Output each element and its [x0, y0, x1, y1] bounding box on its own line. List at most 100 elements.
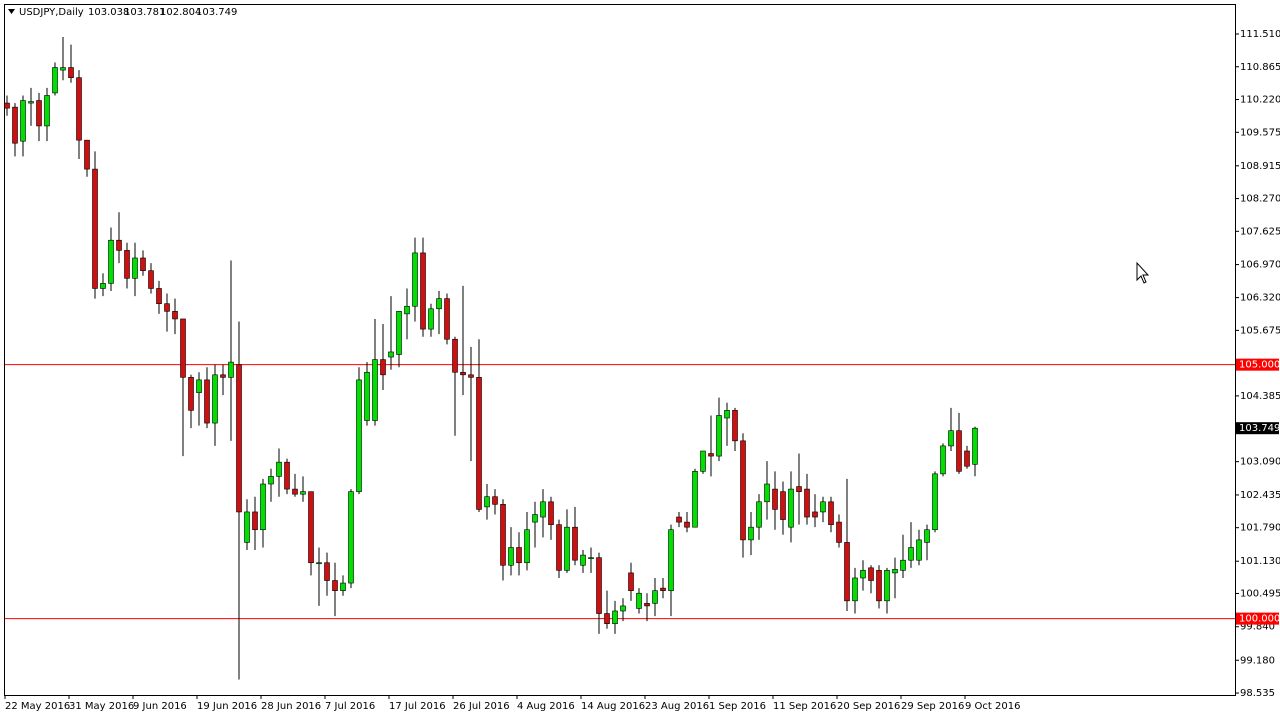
candle-body: [164, 303, 170, 312]
candle-body: [356, 379, 362, 492]
candle-body: [692, 471, 698, 528]
candle-body: [644, 603, 650, 607]
candle-body: [460, 371, 466, 376]
candle-body: [348, 491, 354, 584]
x-tick-label: 7 Jul 2016: [325, 701, 375, 712]
candle-body: [724, 410, 730, 419]
mouse-cursor: [1136, 261, 1150, 284]
candle-body: [900, 559, 906, 571]
candle-body: [244, 511, 250, 543]
candle-body: [564, 526, 570, 571]
y-tick-label: 110.865: [1240, 62, 1280, 73]
x-tick-label: 9 Jun 2016: [133, 701, 187, 712]
y-tick-label: 104.385: [1240, 391, 1280, 402]
candle-body: [68, 67, 74, 78]
high-value: 103.781: [124, 7, 165, 18]
candle-body: [676, 516, 682, 523]
candle-body: [468, 374, 474, 378]
y-tick-label: 106.320: [1240, 293, 1280, 304]
candle-body: [236, 364, 242, 513]
candle-body: [444, 298, 450, 340]
candle-body: [220, 374, 226, 378]
candle-body: [28, 101, 34, 104]
candle-body: [756, 501, 762, 528]
candle-body: [92, 168, 98, 289]
candle-body: [124, 250, 130, 279]
y-tick-label: 109.575: [1240, 127, 1280, 138]
candle-body: [884, 570, 890, 602]
candle-body: [420, 252, 426, 330]
candle-body: [876, 570, 882, 602]
candle-body: [148, 270, 154, 289]
x-tick-label: 17 Jul 2016: [389, 701, 446, 712]
candle-body: [316, 562, 322, 565]
candle-body: [604, 613, 610, 624]
candle-body: [508, 547, 514, 566]
candle-body: [396, 311, 402, 355]
candle-body: [532, 514, 538, 523]
candle-body: [916, 539, 922, 561]
candle-body: [364, 371, 370, 421]
candle-body: [636, 592, 642, 609]
candle-body: [948, 430, 954, 447]
candle-body: [76, 77, 82, 141]
chart-title: USDJPY,Daily: [19, 7, 84, 18]
current-price-label: 103.749: [1239, 423, 1280, 434]
candle-body: [476, 377, 482, 510]
candle-body: [36, 100, 42, 127]
candle-body: [740, 440, 746, 541]
candle-body: [924, 529, 930, 543]
x-tick-label: 14 Aug 2016: [581, 701, 645, 712]
candle-body: [828, 501, 834, 525]
candle-body: [716, 415, 722, 457]
candle-body: [340, 582, 346, 591]
x-tick-label: 20 Sep 2016: [837, 701, 900, 712]
candle-body: [964, 450, 970, 467]
candle-body: [788, 488, 794, 528]
candle-body: [156, 288, 162, 305]
candle-body: [612, 610, 618, 624]
candle-body: [292, 488, 298, 495]
candle-body: [428, 308, 434, 330]
candle-body: [500, 504, 506, 566]
candle-body: [972, 427, 978, 465]
menu-triangle[interactable]: [8, 9, 15, 14]
candle-body: [20, 100, 26, 142]
x-tick-label: 4 Aug 2016: [517, 701, 575, 712]
candle-body: [252, 511, 258, 531]
plot-frame: [4, 4, 1236, 696]
candle-body: [596, 557, 602, 614]
candle-body: [132, 257, 138, 279]
candle-body: [652, 590, 658, 604]
candle-body: [276, 461, 282, 477]
candle-body: [452, 338, 458, 373]
y-tick-label: 105.675: [1240, 325, 1280, 336]
candle-body: [12, 106, 18, 144]
candle-body: [780, 491, 786, 520]
candle-body: [932, 473, 938, 531]
candle-body: [172, 311, 178, 320]
candle-body: [708, 453, 714, 457]
candle-body: [852, 577, 858, 602]
candle-body: [484, 496, 490, 508]
candle-body: [556, 524, 562, 571]
candle-body: [116, 239, 122, 251]
y-tick-label: 101.790: [1240, 523, 1280, 534]
candle-body: [196, 379, 202, 393]
candle-body: [140, 257, 146, 271]
candle-body: [108, 239, 114, 284]
candle-body: [516, 547, 522, 564]
y-tick-label: 108.270: [1240, 194, 1280, 205]
candle-body: [668, 529, 674, 591]
candle-body: [868, 567, 874, 581]
y-tick-label: 102.435: [1240, 490, 1280, 501]
candle-body: [284, 461, 290, 490]
candle-body: [844, 542, 850, 602]
candle-body: [188, 377, 194, 411]
x-tick-label: 28 Jun 2016: [261, 701, 321, 712]
candle-body: [268, 476, 274, 485]
low-value: 102.804: [160, 7, 201, 18]
y-tick-label: 110.220: [1240, 95, 1280, 106]
plot: 111.510 110.865 110.220 109.575 108.915 108.2…: [4, 29, 1280, 712]
